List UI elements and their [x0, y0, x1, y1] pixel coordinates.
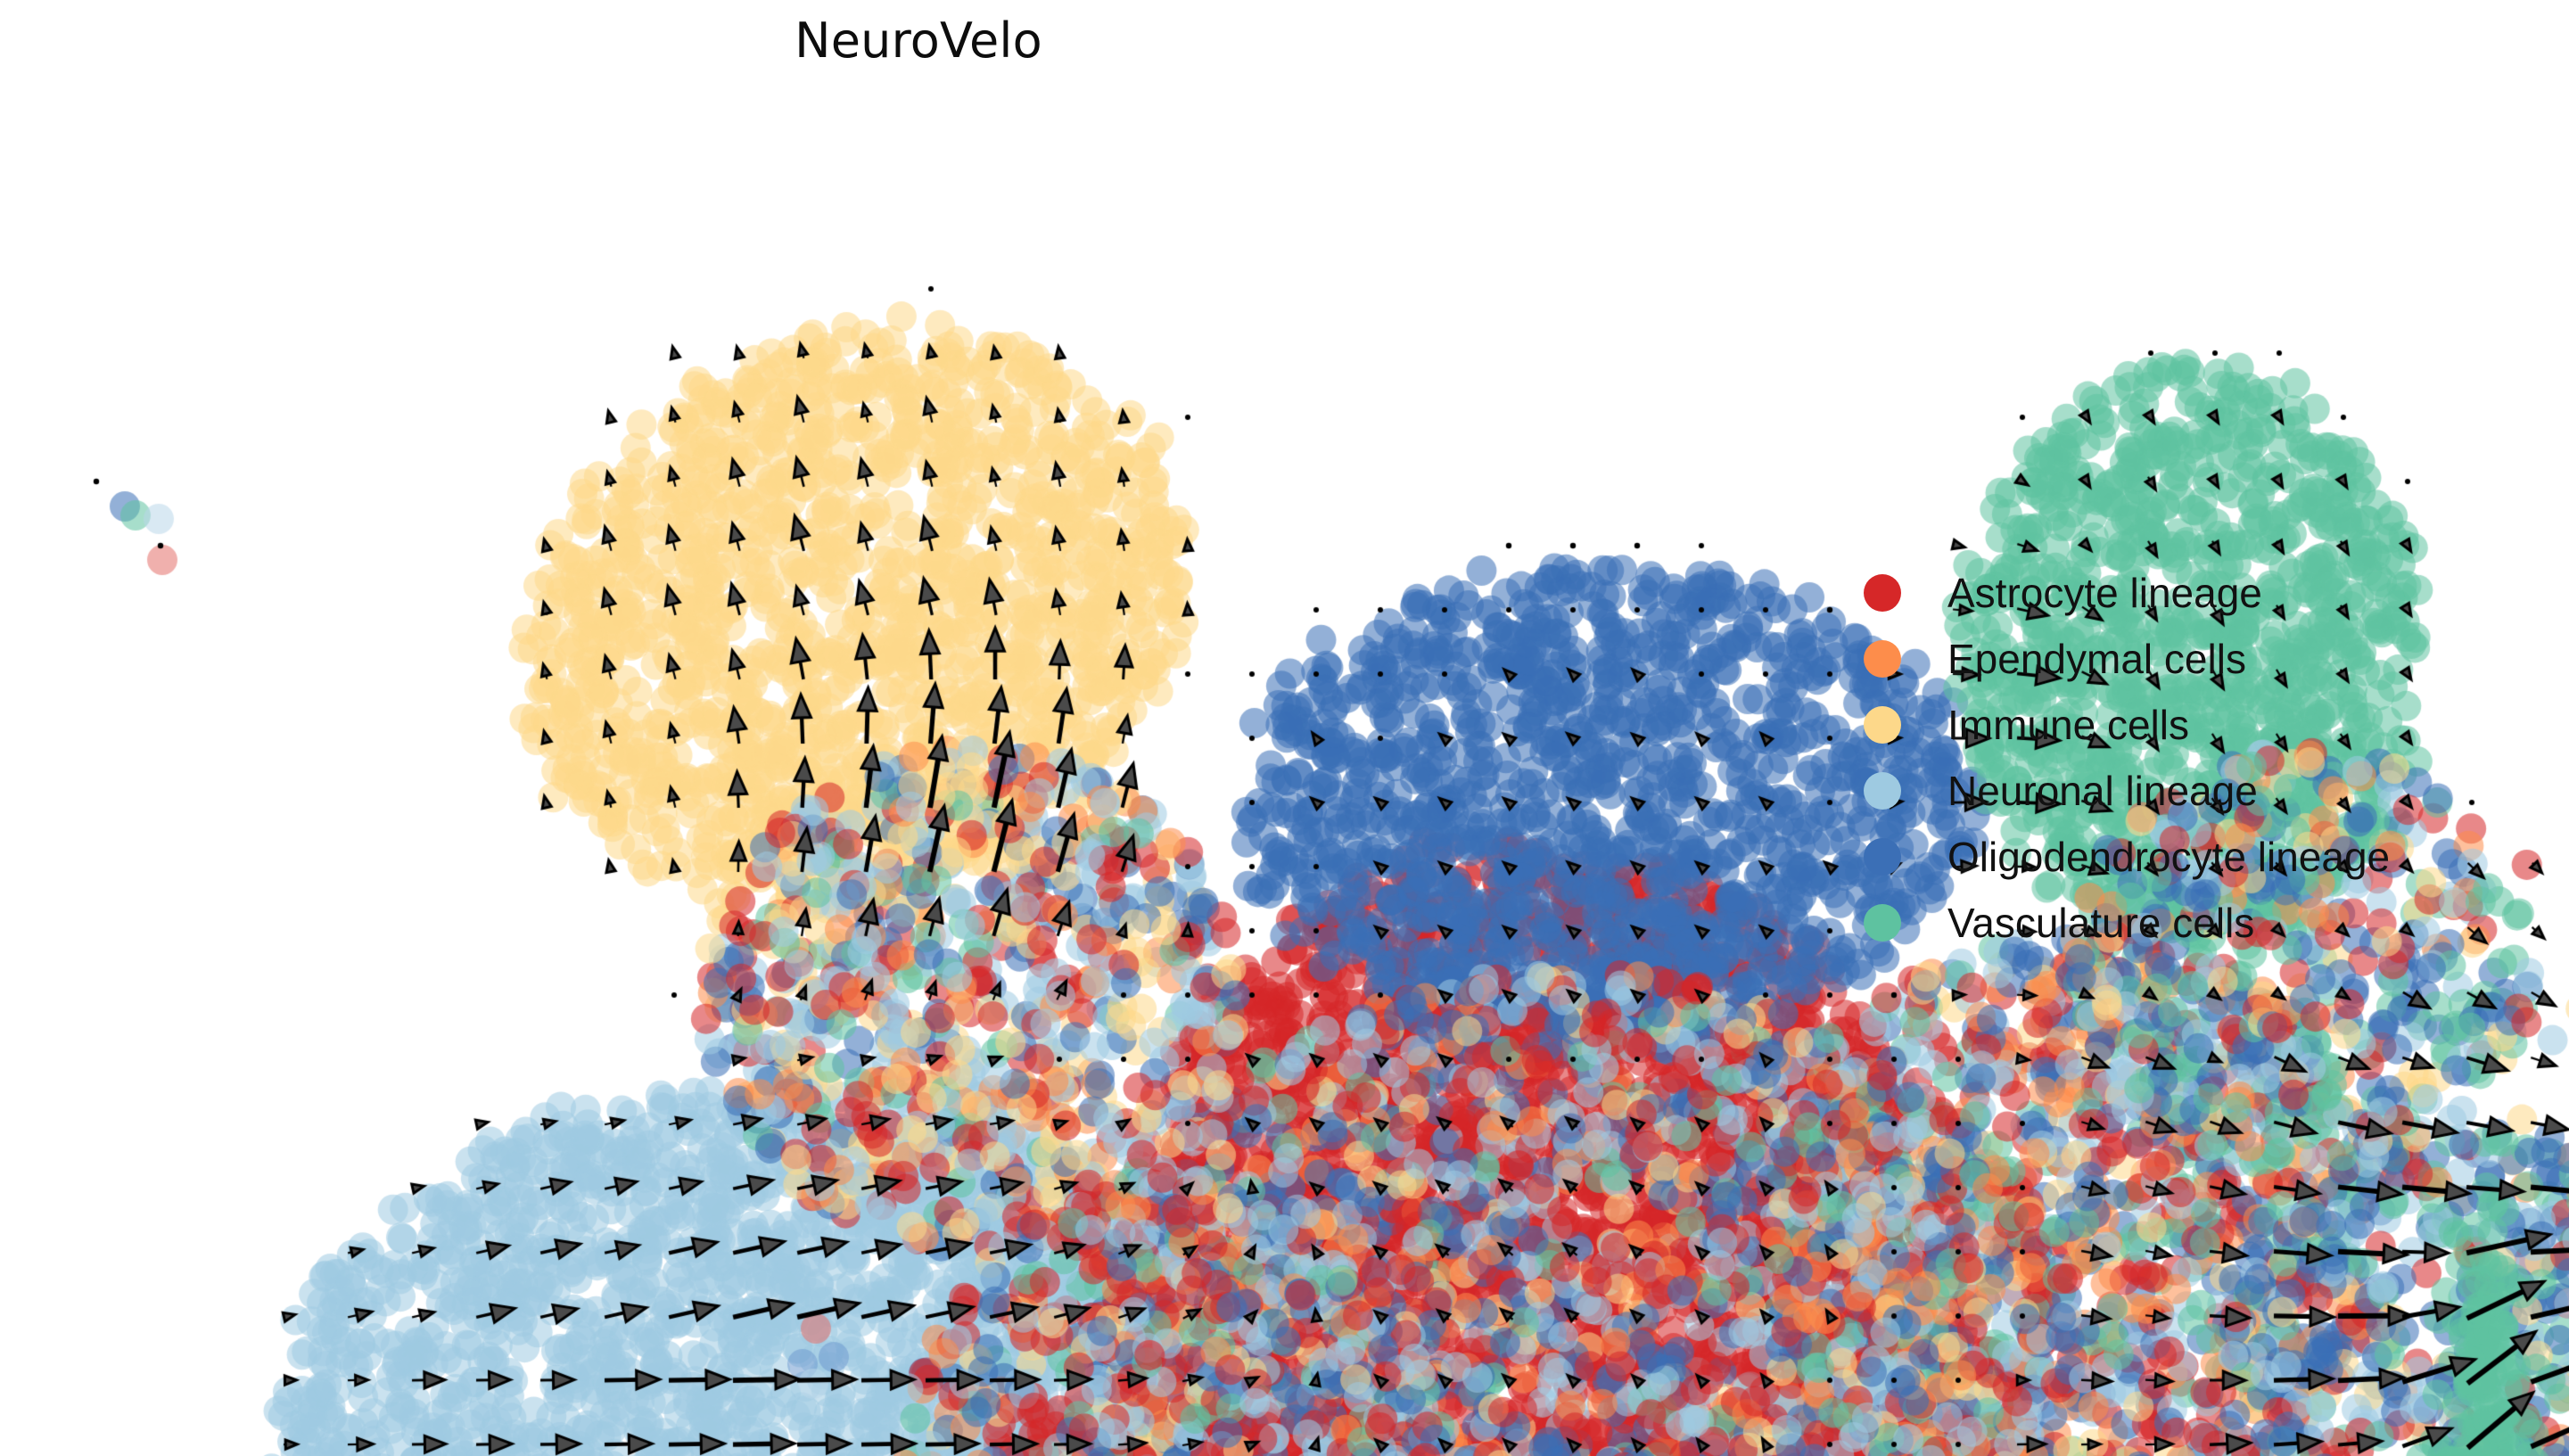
legend-swatch-icon — [1864, 706, 1901, 744]
legend-item[interactable]: Vasculature cells — [1864, 890, 2541, 956]
legend-item-label: Immune cells — [1947, 702, 2189, 748]
legend-swatch-icon — [1864, 904, 1901, 942]
legend-item-label: Oligodendrocyte lineage — [1947, 834, 2391, 880]
legend-item-label: Neuronal lineage — [1947, 768, 2258, 814]
legend-swatch-icon — [1864, 640, 1901, 678]
legend-item[interactable]: Oligodendrocyte lineage — [1864, 824, 2541, 890]
legend-item-label: Ependymal cells — [1947, 636, 2246, 682]
legend-item-label: Vasculature cells — [1947, 900, 2255, 946]
legend-item-label: Astrocyte lineage — [1947, 570, 2262, 616]
legend-swatch-icon — [1864, 574, 1901, 612]
legend-swatch-icon — [1864, 772, 1901, 810]
legend-item[interactable]: Immune cells — [1864, 692, 2541, 758]
legend-item[interactable]: Astrocyte lineage — [1864, 560, 2541, 626]
legend: Astrocyte lineage Ependymal cells Immune… — [1864, 560, 2541, 956]
legend-item[interactable]: Neuronal lineage — [1864, 758, 2541, 824]
legend-swatch-icon — [1864, 838, 1901, 876]
legend-item[interactable]: Ependymal cells — [1864, 626, 2541, 692]
